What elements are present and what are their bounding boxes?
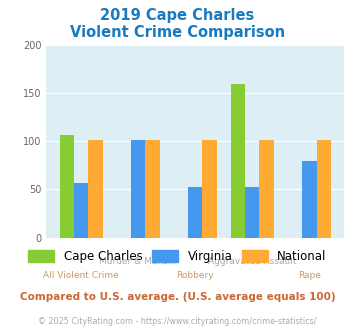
Bar — [260, 140, 274, 238]
Text: Violent Crime Comparison: Violent Crime Comparison — [70, 25, 285, 40]
Bar — [74, 182, 88, 238]
Bar — [88, 140, 103, 238]
Text: Aggravated Assault: Aggravated Assault — [208, 257, 296, 266]
Text: Robbery: Robbery — [176, 271, 214, 280]
Bar — [245, 187, 260, 238]
Bar — [202, 140, 217, 238]
Bar — [131, 140, 145, 238]
Text: All Violent Crime: All Violent Crime — [43, 271, 119, 280]
Text: 2019 Cape Charles: 2019 Cape Charles — [100, 8, 255, 23]
Text: Murder & Mans...: Murder & Mans... — [99, 257, 177, 266]
Text: © 2025 CityRating.com - https://www.cityrating.com/crime-statistics/: © 2025 CityRating.com - https://www.city… — [38, 317, 317, 326]
Bar — [302, 161, 317, 238]
Text: Compared to U.S. average. (U.S. average equals 100): Compared to U.S. average. (U.S. average … — [20, 292, 335, 302]
Bar — [188, 187, 202, 238]
Text: Rape: Rape — [298, 271, 321, 280]
Bar — [145, 140, 160, 238]
Bar — [317, 140, 331, 238]
Bar — [231, 84, 245, 238]
Legend: Cape Charles, Virginia, National: Cape Charles, Virginia, National — [25, 246, 330, 266]
Bar — [60, 135, 74, 238]
